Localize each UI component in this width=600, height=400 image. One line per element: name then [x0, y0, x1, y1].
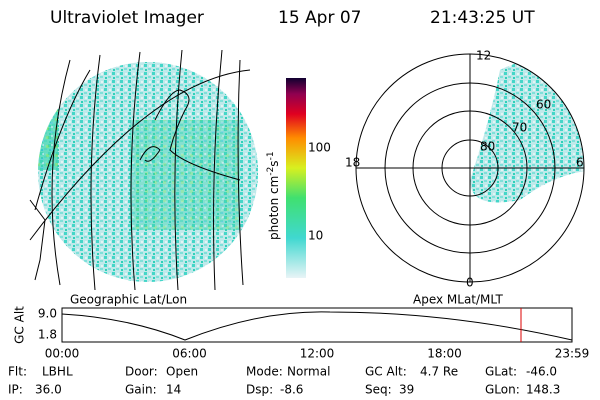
footer-value: 4.7 Re: [420, 365, 458, 379]
footer-label: IP:: [8, 383, 23, 397]
geo-image: [38, 62, 258, 282]
footer-value: -8.6: [280, 383, 303, 397]
unit: s: [267, 160, 281, 166]
caption: Apex MLat/MLT: [413, 293, 503, 307]
footer-value: 14: [166, 383, 181, 397]
mlt-label: 0: [466, 276, 474, 290]
unit: photon cm: [267, 176, 281, 240]
footer-value: -46.0: [526, 365, 557, 379]
alt-xtick: 23:59: [555, 347, 590, 361]
footer-label: Flt:: [8, 365, 27, 379]
alt-xtick: 06:00: [172, 347, 207, 361]
polar-image: [470, 58, 584, 203]
polar-grid: [355, 53, 585, 283]
exp: -2: [266, 167, 276, 176]
alt-ytick: 9.0: [38, 307, 57, 321]
footer-label: Gain:: [125, 383, 157, 397]
footer-label: GC Alt:: [365, 365, 407, 379]
footer-value: 148.3: [526, 383, 560, 397]
footer-label: Door:: [125, 365, 158, 379]
footer-label: GLon:: [485, 383, 520, 397]
footer-label: GLat:: [485, 365, 517, 379]
footer-value: 39: [399, 383, 414, 397]
mlt-label: 6: [576, 156, 584, 170]
lat-label: 80: [480, 140, 495, 154]
footer-value: LBHL: [42, 365, 73, 379]
time: 21:43:25 UT: [430, 8, 535, 28]
mlt-label: 12: [476, 49, 491, 63]
alt-frame: [61, 307, 573, 343]
alt-xtick: 00:00: [45, 347, 80, 361]
caption: Geographic Lat/Lon: [70, 293, 187, 307]
alt-xtick: 12:00: [300, 347, 335, 361]
exp: -1: [266, 151, 276, 160]
alt-ylabel: GC Alt: [13, 306, 27, 344]
mlt-label: 18: [345, 156, 360, 170]
footer-label: Seq:: [365, 383, 392, 397]
footer-label: Mode:: [246, 365, 283, 379]
footer-value: Open: [166, 365, 198, 379]
alt-ytick: 1.8: [38, 328, 57, 342]
alt-trace: [61, 311, 573, 341]
lat-label: 70: [512, 121, 527, 135]
footer-value: Normal: [287, 365, 330, 379]
instrument: Ultraviolet Imager: [50, 8, 204, 28]
lat-label: 60: [536, 98, 551, 112]
colorbar: [286, 78, 306, 278]
alt-xtick: 18:00: [427, 347, 462, 361]
geo-grid: [29, 49, 251, 291]
footer-value: 36.0: [35, 383, 62, 397]
colorbar-tick: 100: [308, 141, 331, 155]
colorbar-label: photon cm-2s-1: [266, 151, 281, 240]
date: 15 Apr 07: [278, 8, 361, 28]
footer-label: Dsp:: [246, 383, 273, 397]
colorbar-tick: 10: [308, 229, 323, 243]
